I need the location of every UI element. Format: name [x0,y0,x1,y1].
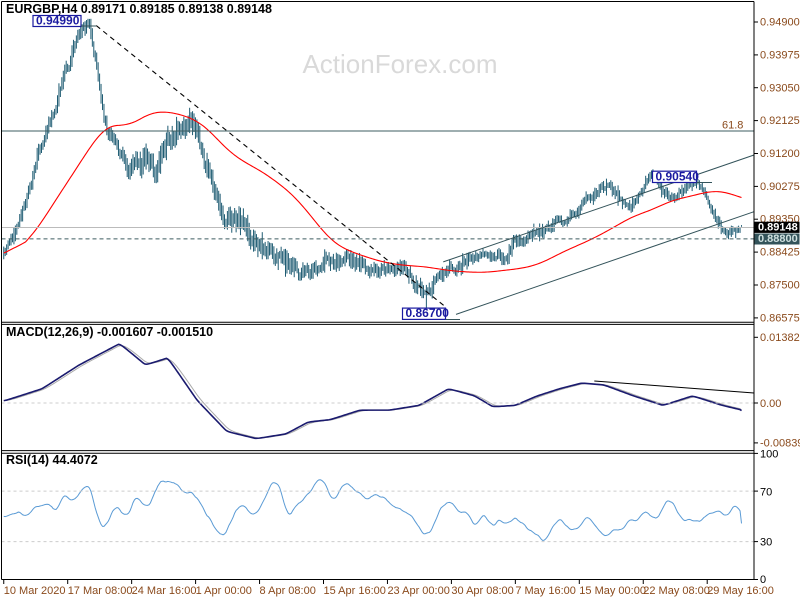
svg-text:0.00: 0.00 [760,398,781,410]
svg-text:ActionForex.com: ActionForex.com [302,49,497,79]
svg-text:24 Mar 16:00: 24 Mar 16:00 [132,585,197,597]
svg-text:0.91200: 0.91200 [760,148,800,160]
svg-text:0.90540: 0.90540 [656,169,700,183]
svg-text:0.86575: 0.86575 [760,312,800,324]
svg-text:22 May 08:00: 22 May 08:00 [643,585,710,597]
svg-text:0.013821: 0.013821 [760,332,800,344]
svg-text:15 May 00:00: 15 May 00:00 [579,585,646,597]
svg-text:1 Apr 00:00: 1 Apr 00:00 [196,585,252,597]
svg-text:0.94990: 0.94990 [36,14,80,28]
svg-text:8 Apr 08:00: 8 Apr 08:00 [260,585,316,597]
svg-text:0.87500: 0.87500 [760,280,800,292]
svg-text:17 Mar 08:00: 17 Mar 08:00 [68,585,133,597]
svg-text:0.92125: 0.92125 [760,115,800,127]
svg-text:0.88425: 0.88425 [760,247,800,259]
svg-text:0.93050: 0.93050 [760,82,800,94]
svg-text:0.89148: 0.89148 [758,222,798,234]
svg-text:15 Apr 16:00: 15 Apr 16:00 [324,585,386,597]
svg-text:RSI(14) 44.4072: RSI(14) 44.4072 [6,453,98,467]
svg-text:0.94900: 0.94900 [760,17,800,29]
svg-text:30 Apr 08:00: 30 Apr 08:00 [451,585,513,597]
svg-text:70: 70 [760,486,772,498]
svg-text:30: 30 [760,536,772,548]
svg-text:23 Apr 00:00: 23 Apr 00:00 [387,585,449,597]
svg-text:0.88800: 0.88800 [758,233,798,245]
svg-text:0.86700: 0.86700 [406,306,450,320]
svg-text:100: 100 [760,449,778,461]
svg-text:29 May 16:00: 29 May 16:00 [707,585,774,597]
svg-text:0.93975: 0.93975 [760,49,800,61]
svg-text:MACD(12,26,9) -0.001607 -0.001: MACD(12,26,9) -0.001607 -0.001510 [6,325,213,339]
svg-text:0.90275: 0.90275 [760,181,800,193]
svg-text:10 Mar 2020: 10 Mar 2020 [4,585,66,597]
svg-text:7 May 16:00: 7 May 16:00 [515,585,576,597]
svg-text:61.8: 61.8 [722,120,743,132]
